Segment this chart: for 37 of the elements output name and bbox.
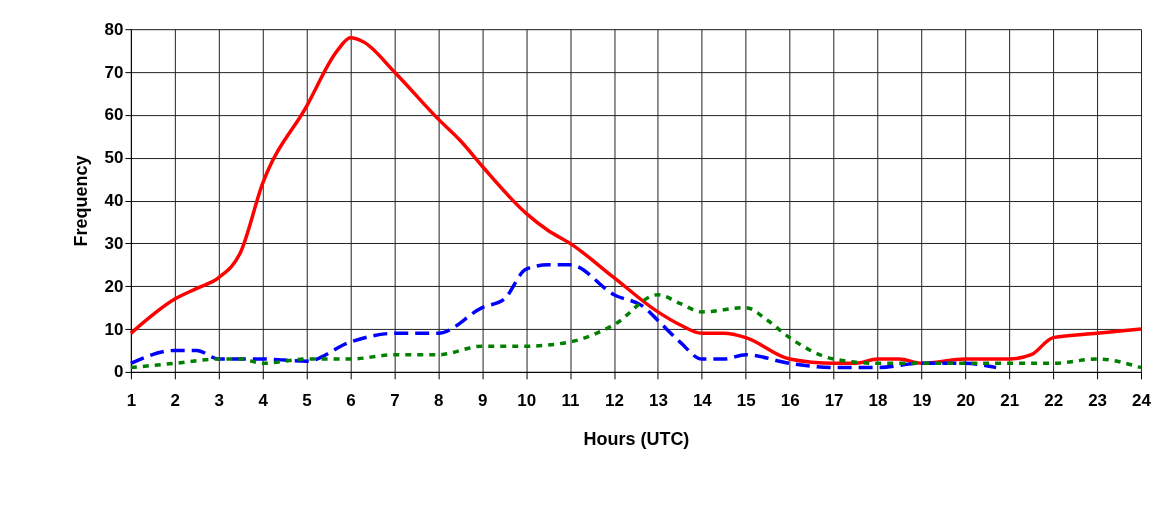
line-series [129, 35, 1143, 366]
x-tick-label: 10 [517, 391, 537, 411]
x-tick-label: 13 [648, 391, 668, 411]
x-tick-label: 8 [434, 391, 444, 411]
y-tick-label: 60 [104, 105, 124, 125]
y-tick-label: 10 [104, 319, 124, 339]
x-tick-label: 7 [390, 391, 400, 411]
x-tick-label: 14 [692, 391, 713, 411]
y-tick-label: 80 [104, 19, 124, 39]
y-tick-label: 0 [113, 362, 124, 382]
x-tick-label: 18 [868, 391, 888, 411]
x-tick-label: 16 [780, 391, 800, 411]
x-tick-label: 20 [956, 391, 976, 411]
x-tick-label: 6 [346, 391, 356, 411]
x-tick-label: 17 [824, 391, 844, 411]
x-tick-label: 4 [258, 391, 269, 411]
x-tick-label: 2 [170, 391, 181, 411]
y-tick-label: 30 [104, 233, 124, 253]
x-tick-label: 5 [302, 391, 312, 411]
x-tick-label: 9 [478, 391, 488, 411]
y-tick-label: 20 [104, 276, 124, 296]
x-tick-label: 11 [561, 391, 580, 411]
y-axis-title: Frequency [70, 155, 91, 247]
y-tick-label: 40 [104, 191, 124, 211]
x-tick-label: 12 [605, 391, 624, 411]
y-tick-label: 50 [104, 148, 124, 168]
x-axis-title: Hours (UTC) [583, 429, 690, 450]
x-tick-label: 21 [1000, 391, 1020, 411]
x-tick-label: 1 [126, 391, 137, 411]
x-tick-label: 19 [912, 391, 932, 411]
x-tick-label: 24 [1132, 391, 1152, 411]
x-tick-label: 15 [736, 391, 756, 411]
y-tick-label: 70 [104, 62, 124, 82]
x-tick-label: 22 [1044, 391, 1064, 411]
x-tick-label: 3 [214, 391, 224, 411]
line-series [129, 263, 998, 370]
x-tick-label: 23 [1088, 391, 1108, 411]
